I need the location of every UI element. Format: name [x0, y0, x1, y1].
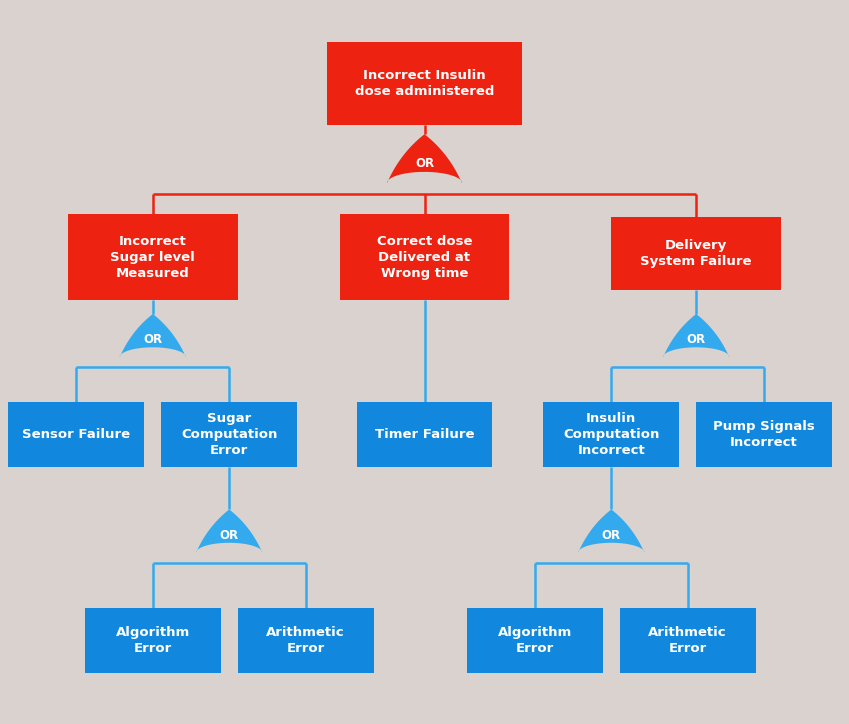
FancyBboxPatch shape	[8, 402, 144, 467]
Text: Delivery
System Failure: Delivery System Failure	[640, 239, 752, 268]
Text: OR: OR	[220, 529, 239, 542]
Text: Correct dose
Delivered at
Wrong time: Correct dose Delivered at Wrong time	[377, 235, 472, 279]
Text: Algorithm
Error: Algorithm Error	[115, 626, 190, 655]
FancyBboxPatch shape	[68, 214, 238, 300]
Text: Sensor Failure: Sensor Failure	[22, 428, 131, 441]
Text: Algorithm
Error: Algorithm Error	[498, 626, 572, 655]
Text: Timer Failure: Timer Failure	[374, 428, 475, 441]
Text: OR: OR	[687, 333, 706, 346]
Polygon shape	[387, 134, 462, 183]
FancyBboxPatch shape	[543, 402, 679, 467]
FancyBboxPatch shape	[467, 608, 603, 673]
FancyBboxPatch shape	[85, 608, 221, 673]
FancyBboxPatch shape	[327, 41, 522, 125]
FancyBboxPatch shape	[357, 402, 492, 467]
Text: Arithmetic
Error: Arithmetic Error	[267, 626, 345, 655]
Polygon shape	[578, 510, 644, 553]
Polygon shape	[663, 314, 729, 358]
FancyBboxPatch shape	[340, 214, 509, 300]
FancyBboxPatch shape	[696, 402, 832, 467]
Text: Sugar
Computation
Error: Sugar Computation Error	[181, 412, 278, 457]
Text: Pump Signals
Incorrect: Pump Signals Incorrect	[713, 420, 815, 449]
FancyBboxPatch shape	[611, 217, 781, 290]
Text: Insulin
Computation
Incorrect: Insulin Computation Incorrect	[563, 412, 660, 457]
Text: Incorrect
Sugar level
Measured: Incorrect Sugar level Measured	[110, 235, 195, 279]
FancyBboxPatch shape	[238, 608, 374, 673]
FancyBboxPatch shape	[161, 402, 297, 467]
FancyBboxPatch shape	[620, 608, 756, 673]
Text: Arithmetic
Error: Arithmetic Error	[649, 626, 727, 655]
Polygon shape	[120, 314, 186, 358]
Text: OR: OR	[602, 529, 621, 542]
Text: OR: OR	[415, 156, 434, 169]
Text: OR: OR	[143, 333, 162, 346]
Polygon shape	[196, 510, 262, 553]
Text: Incorrect Insulin
dose administered: Incorrect Insulin dose administered	[355, 69, 494, 98]
